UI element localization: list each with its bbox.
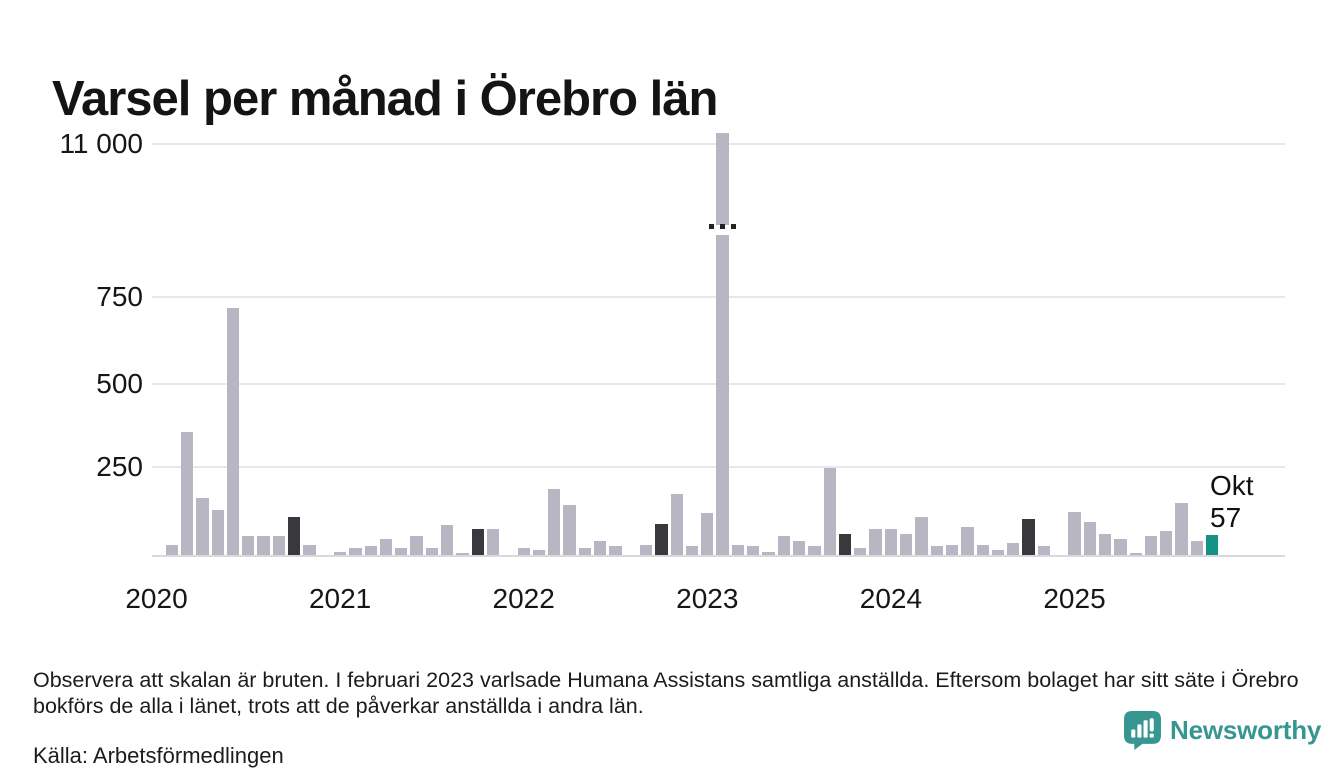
bar-2023-02-upper <box>716 133 729 225</box>
bar-2024-01 <box>884 528 898 555</box>
bar-2023-05 <box>762 551 775 555</box>
bar-2025-06 <box>1144 535 1158 555</box>
bar-2022-04 <box>563 504 576 555</box>
bar-2020-04 <box>196 497 209 555</box>
bar-2020-06 <box>226 308 240 555</box>
footnote-text: Observera att skalan är bruten. I februa… <box>33 667 1299 718</box>
bar-2024-10 <box>1022 518 1035 555</box>
x-tick-label-2023: 2023 <box>676 583 739 614</box>
annotation-month: Okt <box>1210 470 1254 501</box>
bar-2025-08 <box>1175 502 1188 555</box>
bar-2024-08 <box>991 549 1005 555</box>
bar-2022-10 <box>655 523 668 555</box>
bar-2024-03 <box>915 516 928 555</box>
bar-2023-04 <box>747 546 760 555</box>
x-tick-label-2020: 2020 <box>125 583 188 614</box>
newsworthy-logo: Newsworthy <box>1124 711 1321 750</box>
bar-2024-09 <box>1007 542 1020 555</box>
bar-2024-06 <box>961 527 974 555</box>
bar-2022-09 <box>639 544 653 555</box>
bar-2021-08 <box>441 525 454 555</box>
bar-2023-12 <box>869 528 882 555</box>
bar-2023-06 <box>777 535 790 555</box>
x-axis-line <box>152 555 1285 557</box>
x-tick-label-2021: 2021 <box>308 583 372 614</box>
bar-2021-01 <box>333 551 347 555</box>
bar-2022-02 <box>532 549 546 555</box>
bar-2024-07 <box>976 544 989 555</box>
bar-2025-05 <box>1129 553 1142 555</box>
annotation-value: 57 <box>1210 502 1242 533</box>
source-text: Källa: Arbetsförmedlingen <box>33 743 284 768</box>
newsworthy-wordmark: Newsworthy <box>1170 715 1322 745</box>
bar-2021-04 <box>379 539 393 555</box>
bar-2025-02 <box>1083 522 1096 555</box>
bar-2024-02 <box>900 534 913 555</box>
x-tick-label-2025: 2025 <box>1043 583 1106 614</box>
bar-2025-10 <box>1206 535 1219 555</box>
bar-2025-03 <box>1098 534 1112 555</box>
bar-2023-08 <box>808 546 821 555</box>
scale-break-dot <box>720 224 725 229</box>
bar-2021-03 <box>364 546 377 555</box>
y-tick-label-500: 500 <box>96 367 143 399</box>
bar-2020-08 <box>257 535 270 555</box>
bar-2024-04 <box>930 546 943 555</box>
bar-2025-09 <box>1190 541 1204 555</box>
bar-2023-03 <box>731 544 745 555</box>
bar-2021-06 <box>410 535 423 555</box>
bar-2024-05 <box>945 544 959 555</box>
newsworthy-badge-icon <box>1124 711 1161 750</box>
bar-2025-04 <box>1114 539 1127 555</box>
bar-2020-05 <box>211 509 224 555</box>
y-tick-label-11000: 11 000 <box>59 128 143 159</box>
bar-2023-07 <box>792 541 806 555</box>
scale-break-dot <box>731 224 736 229</box>
bar-2022-06 <box>594 541 607 555</box>
bar-2021-07 <box>425 548 439 555</box>
bar-2020-09 <box>272 535 286 555</box>
bar-2024-11 <box>1037 546 1051 555</box>
bar-2023-11 <box>854 548 867 555</box>
bar-2023-02-lower <box>716 235 729 555</box>
bar-2022-05 <box>578 548 592 555</box>
latest-value-annotation: Okt 57 <box>1210 470 1254 534</box>
bar-2023-09 <box>823 468 836 555</box>
bar-2025-07 <box>1160 530 1173 555</box>
bar-2021-05 <box>395 548 408 555</box>
bar-2020-11 <box>303 544 316 555</box>
bar-2022-12 <box>685 546 699 555</box>
plot-area <box>152 120 1285 557</box>
bar-2023-01 <box>701 513 714 555</box>
bar-2022-07 <box>609 546 622 555</box>
bar-2021-11 <box>486 528 500 555</box>
y-tick-label-750: 750 <box>96 281 143 312</box>
x-tick-label-2024: 2024 <box>859 583 923 614</box>
y-tick-label-250: 250 <box>96 451 143 482</box>
x-tick-label-2022: 2022 <box>492 583 555 614</box>
bar-2022-01 <box>517 548 530 555</box>
bar-2020-07 <box>242 535 255 555</box>
bar-2021-02 <box>349 548 362 555</box>
bar-2025-01 <box>1068 511 1081 555</box>
chart-title: Varsel per månad i Örebro län <box>52 71 718 126</box>
bar-2020-03 <box>180 431 194 555</box>
bar-2023-10 <box>838 534 852 555</box>
scale-break-dot <box>709 224 714 229</box>
bar-2022-11 <box>670 494 683 555</box>
bar-2021-09 <box>456 553 469 555</box>
bar-2020-02 <box>165 544 178 555</box>
bar-2021-10 <box>471 528 484 555</box>
bar-2020-10 <box>288 516 301 555</box>
bar-2022-03 <box>548 489 561 555</box>
